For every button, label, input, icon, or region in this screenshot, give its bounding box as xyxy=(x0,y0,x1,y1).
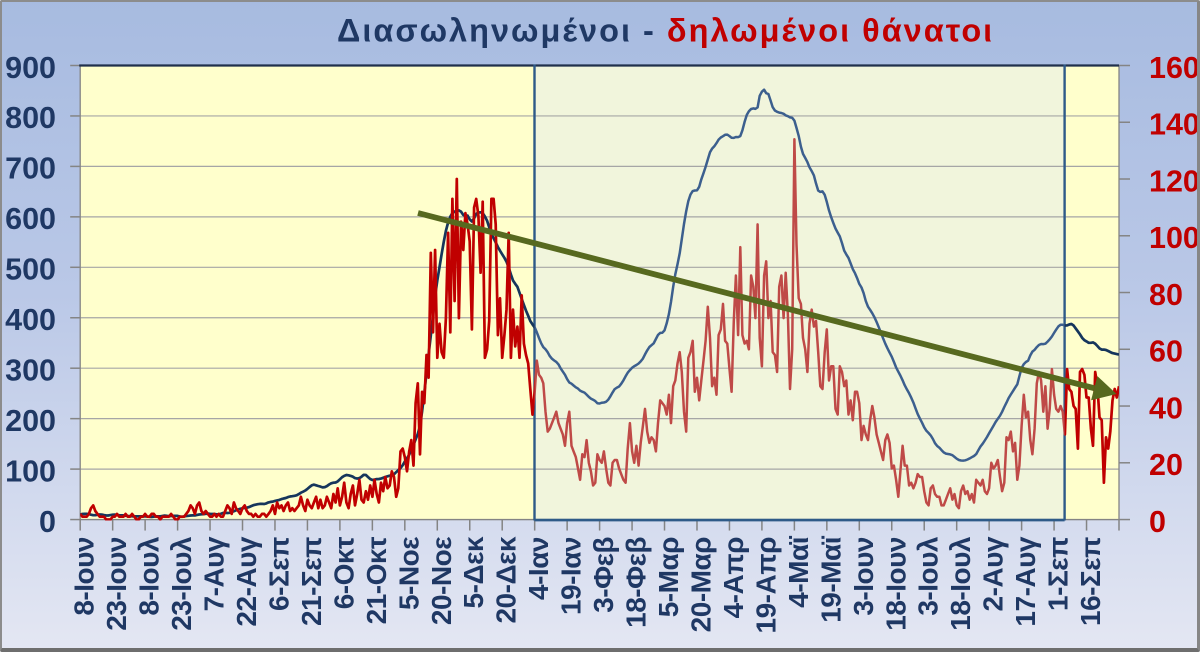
svg-text:300: 300 xyxy=(5,354,56,388)
svg-text:20-Νοε: 20-Νοε xyxy=(426,537,457,625)
svg-text:5-Δεκ: 5-Δεκ xyxy=(458,536,489,608)
svg-text:3-Ιουν: 3-Ιουν xyxy=(848,537,879,616)
svg-text:140: 140 xyxy=(1149,108,1200,142)
svg-text:18-Ιουν: 18-Ιουν xyxy=(880,537,911,631)
svg-text:4-Ιαν: 4-Ιαν xyxy=(523,537,554,600)
svg-text:100: 100 xyxy=(1149,221,1200,255)
svg-text:5-Νοε: 5-Νοε xyxy=(393,537,424,610)
svg-text:2-Αυγ: 2-Αυγ xyxy=(978,536,1009,611)
svg-text:8-Ιουλ: 8-Ιουλ xyxy=(134,536,165,616)
svg-text:Διασωληνωμένοι - δηλωμένοι θάν: Διασωληνωμένοι - δηλωμένοι θάνατοι xyxy=(337,13,994,49)
svg-text:21-Σεπ: 21-Σεπ xyxy=(296,537,327,626)
svg-text:6-Οκτ: 6-Οκτ xyxy=(328,536,359,609)
svg-text:20: 20 xyxy=(1149,448,1183,482)
svg-text:800: 800 xyxy=(5,101,56,135)
svg-text:100: 100 xyxy=(5,454,56,488)
svg-text:900: 900 xyxy=(5,51,56,85)
svg-text:22-Αυγ: 22-Αυγ xyxy=(231,536,262,626)
svg-text:6-Σεπ: 6-Σεπ xyxy=(264,537,295,611)
svg-text:20-Μαρ: 20-Μαρ xyxy=(686,537,717,633)
svg-text:5-Μαρ: 5-Μαρ xyxy=(653,537,684,617)
svg-text:160: 160 xyxy=(1149,51,1200,85)
svg-text:4-Απρ: 4-Απρ xyxy=(718,537,749,619)
svg-text:16-Σεπ: 16-Σεπ xyxy=(1075,537,1106,626)
svg-text:700: 700 xyxy=(5,152,56,186)
svg-text:18-Φεβ: 18-Φεβ xyxy=(621,537,652,628)
svg-text:1-Σεπ: 1-Σεπ xyxy=(1043,537,1074,611)
svg-text:23-Ιουν: 23-Ιουν xyxy=(101,537,132,631)
svg-text:0: 0 xyxy=(39,505,56,539)
svg-text:7-Αυγ: 7-Αυγ xyxy=(199,536,230,611)
svg-text:0: 0 xyxy=(1149,505,1166,539)
svg-text:23-Ιουλ: 23-Ιουλ xyxy=(166,536,197,631)
svg-text:8-Ιουν: 8-Ιουν xyxy=(69,537,100,616)
svg-text:3-Φεβ: 3-Φεβ xyxy=(588,537,619,613)
svg-text:18-Ιουλ: 18-Ιουλ xyxy=(945,536,976,631)
svg-text:500: 500 xyxy=(5,253,56,287)
svg-text:80: 80 xyxy=(1149,278,1183,312)
svg-text:600: 600 xyxy=(5,202,56,236)
svg-text:20-Δεκ: 20-Δεκ xyxy=(491,536,522,623)
svg-text:40: 40 xyxy=(1149,391,1183,425)
svg-text:4-Μαϊ: 4-Μαϊ xyxy=(783,535,814,607)
svg-text:400: 400 xyxy=(5,303,56,337)
svg-text:120: 120 xyxy=(1149,164,1200,198)
svg-text:19-Απρ: 19-Απρ xyxy=(750,537,781,634)
svg-text:60: 60 xyxy=(1149,335,1183,369)
svg-text:21-Οκτ: 21-Οκτ xyxy=(361,536,392,624)
svg-text:3-Ιουλ: 3-Ιουλ xyxy=(913,536,944,616)
svg-text:19-Ιαν: 19-Ιαν xyxy=(556,537,587,615)
svg-text:17-Αυγ: 17-Αυγ xyxy=(1010,536,1041,626)
svg-text:200: 200 xyxy=(5,404,56,438)
svg-text:19-Μαϊ: 19-Μαϊ xyxy=(815,535,846,623)
